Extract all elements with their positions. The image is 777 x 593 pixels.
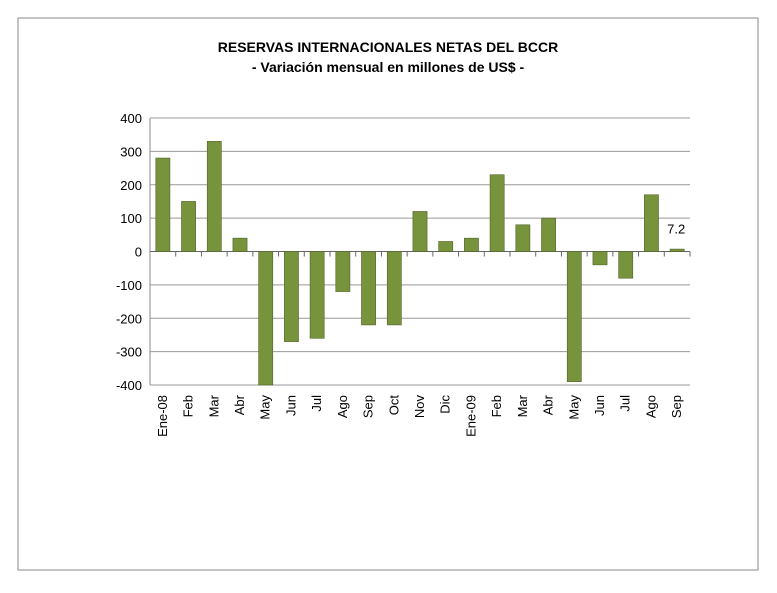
bar	[335, 251, 351, 292]
bar	[464, 237, 479, 252]
bar	[412, 211, 428, 252]
y-tick-label: 200	[120, 178, 142, 193]
bar	[386, 251, 402, 326]
x-tick-label: May	[566, 395, 581, 420]
y-tick-label: 100	[120, 211, 142, 226]
y-tick-label: -300	[116, 345, 142, 360]
chart-subtitle: - Variación mensual en millones de US$ -	[252, 59, 525, 75]
x-tick-label: Mar	[515, 394, 530, 417]
chart-title: RESERVAS INTERNACIONALES NETAS DEL BCCR	[218, 39, 558, 55]
x-tick-label: Feb	[489, 395, 504, 417]
bar	[361, 251, 376, 326]
bar	[181, 201, 196, 252]
x-tick-label: Oct	[386, 395, 401, 416]
x-tick-label: Ene-09	[463, 395, 478, 437]
y-tick-label: 300	[120, 144, 142, 159]
y-tick-label: -400	[116, 378, 142, 393]
x-tick-label: Abr	[541, 394, 556, 415]
x-tick-label: Jul	[309, 395, 324, 412]
x-tick-label: May	[258, 395, 273, 420]
bar	[541, 217, 556, 252]
bar	[284, 251, 299, 342]
bar	[669, 248, 685, 252]
y-tick-label: 400	[120, 111, 142, 126]
x-tick-label: Sep	[669, 395, 684, 418]
x-tick-label: Sep	[361, 395, 376, 418]
bar	[206, 141, 222, 252]
x-tick-label: Nov	[412, 395, 427, 419]
bar	[309, 251, 325, 339]
data-label: 7.2	[667, 222, 685, 237]
x-tick-label: Feb	[181, 395, 196, 417]
x-tick-label: Ago	[643, 395, 658, 418]
bar	[489, 174, 505, 252]
x-tick-label: Dic	[438, 395, 453, 414]
x-tick-label: Ene-08	[155, 395, 170, 437]
x-tick-label: Jun	[592, 395, 607, 416]
bar	[618, 251, 634, 279]
bar	[438, 241, 454, 252]
y-tick-label: -100	[116, 278, 142, 293]
x-tick-label: Jun	[283, 395, 298, 416]
bar	[566, 251, 582, 382]
x-tick-label: Abr	[232, 394, 247, 415]
bar	[644, 194, 659, 252]
x-tick-label: Ago	[335, 395, 350, 418]
bar	[155, 157, 171, 252]
x-tick-label: Mar	[206, 394, 221, 417]
bar	[232, 237, 248, 252]
x-tick-label: Jul	[618, 395, 633, 412]
bar	[258, 251, 274, 386]
y-tick-label: -200	[116, 311, 142, 326]
bar	[515, 224, 531, 252]
bar	[592, 251, 608, 266]
y-tick-label: 0	[135, 245, 142, 260]
